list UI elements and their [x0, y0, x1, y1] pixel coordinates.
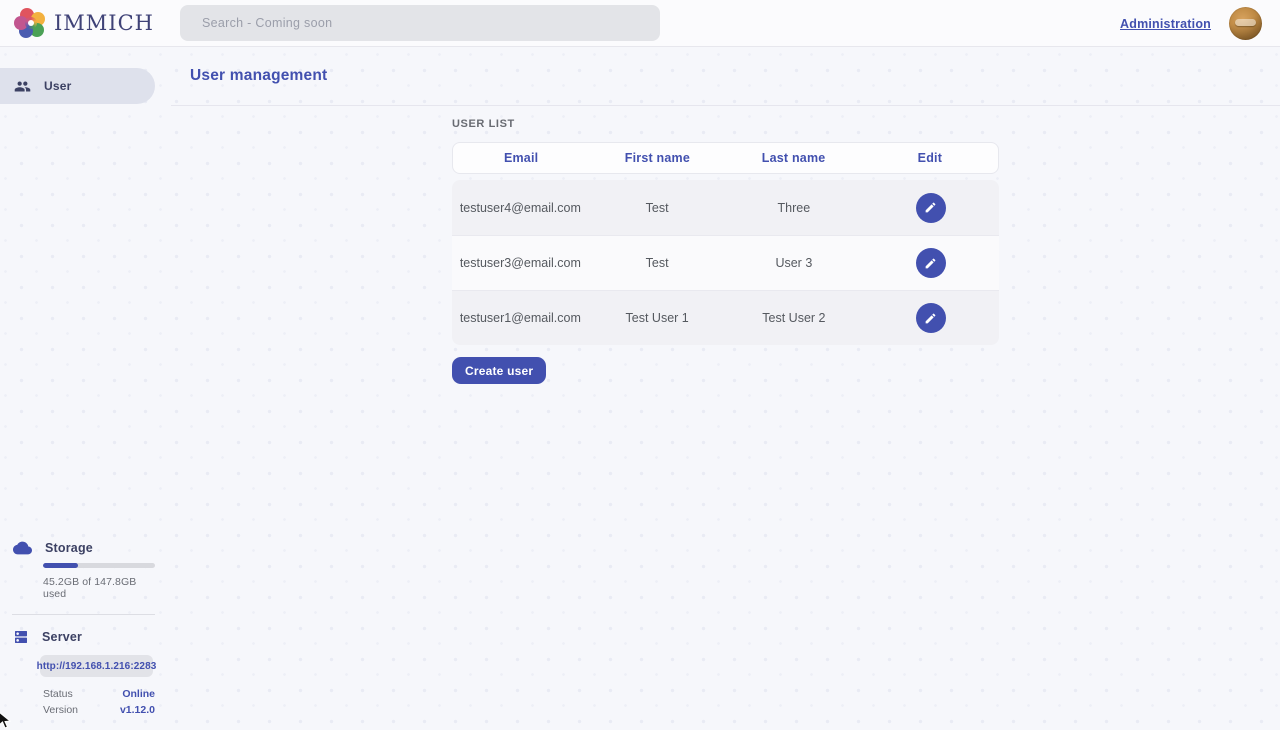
- cell-first-name: Test User 1: [625, 311, 689, 325]
- page-header: User management: [171, 47, 1280, 106]
- column-header-edit: Edit: [917, 151, 943, 165]
- search-input[interactable]: [180, 5, 660, 41]
- server-title: Server: [42, 630, 83, 644]
- cell-first-name: Test: [645, 256, 669, 270]
- user-avatar[interactable]: [1229, 7, 1262, 40]
- sidebar-item-label: User: [44, 79, 72, 93]
- storage-usage-text: 45.2GB of 147.8GB used: [43, 576, 137, 600]
- users-group-icon: [14, 78, 31, 95]
- cell-email: testuser1@email.com: [459, 311, 581, 325]
- table-body: testuser4@email.com Test Three: [452, 180, 999, 345]
- cell-first-name: Test: [645, 200, 669, 215]
- main-panel: User management USER LIST Email First na…: [155, 47, 1280, 730]
- server-url-badge: http://192.168.1.216:2283: [37, 655, 156, 677]
- pencil-icon: [924, 257, 937, 270]
- page-title: User management: [190, 67, 328, 84]
- administration-link[interactable]: Administration: [1120, 16, 1211, 31]
- storage-section-header: Storage: [0, 541, 155, 555]
- storage-progress-fill: [43, 563, 78, 568]
- storage-progress-bar: [43, 563, 155, 568]
- edit-user-button[interactable]: [915, 248, 946, 278]
- cell-last-name: Test User 2: [762, 311, 826, 325]
- user-list-label: USER LIST: [452, 118, 515, 130]
- logo-text: IMMICH: [54, 11, 154, 35]
- column-header-email: Email: [503, 151, 539, 165]
- top-bar: IMMICH Administration: [0, 0, 1280, 47]
- storage-title: Storage: [45, 541, 93, 555]
- server-version-value: v1.12.0: [119, 704, 155, 716]
- column-header-first-name: First name: [624, 151, 690, 165]
- cell-last-name: Three: [777, 200, 811, 215]
- column-header-last-name: Last name: [761, 151, 826, 165]
- immich-logo[interactable]: IMMICH: [14, 8, 154, 38]
- table-header-row: Email First name Last name Edit: [452, 142, 999, 174]
- immich-flower-icon: [14, 8, 46, 38]
- cell-email: testuser4@email.com: [459, 200, 581, 215]
- cell-email: testuser3@email.com: [459, 256, 581, 270]
- mouse-cursor: [0, 711, 12, 730]
- user-table: Email First name Last name Edit testuser…: [452, 142, 999, 345]
- table-row: testuser1@email.com Test User 1 Test Use…: [452, 290, 999, 345]
- server-version-label: Version: [43, 704, 79, 716]
- server-icon: [13, 629, 29, 645]
- server-section-header: Server: [0, 629, 155, 645]
- pencil-icon: [924, 201, 937, 214]
- sidebar: User Storage 45.2GB of 147.8GB used: [0, 47, 156, 730]
- create-user-button[interactable]: Create user: [452, 357, 547, 384]
- cloud-icon: [13, 541, 32, 555]
- pencil-icon: [924, 312, 937, 325]
- cell-last-name: User 3: [775, 256, 813, 270]
- table-row: testuser3@email.com Test User 3: [452, 235, 999, 290]
- sidebar-divider: [12, 614, 155, 615]
- edit-user-button[interactable]: [915, 303, 946, 333]
- server-status-label: Status: [43, 688, 73, 700]
- sidebar-item-user[interactable]: User: [0, 68, 155, 104]
- server-status-value: Online: [122, 688, 155, 700]
- edit-user-button[interactable]: [915, 192, 946, 223]
- table-row: testuser4@email.com Test Three: [452, 180, 999, 235]
